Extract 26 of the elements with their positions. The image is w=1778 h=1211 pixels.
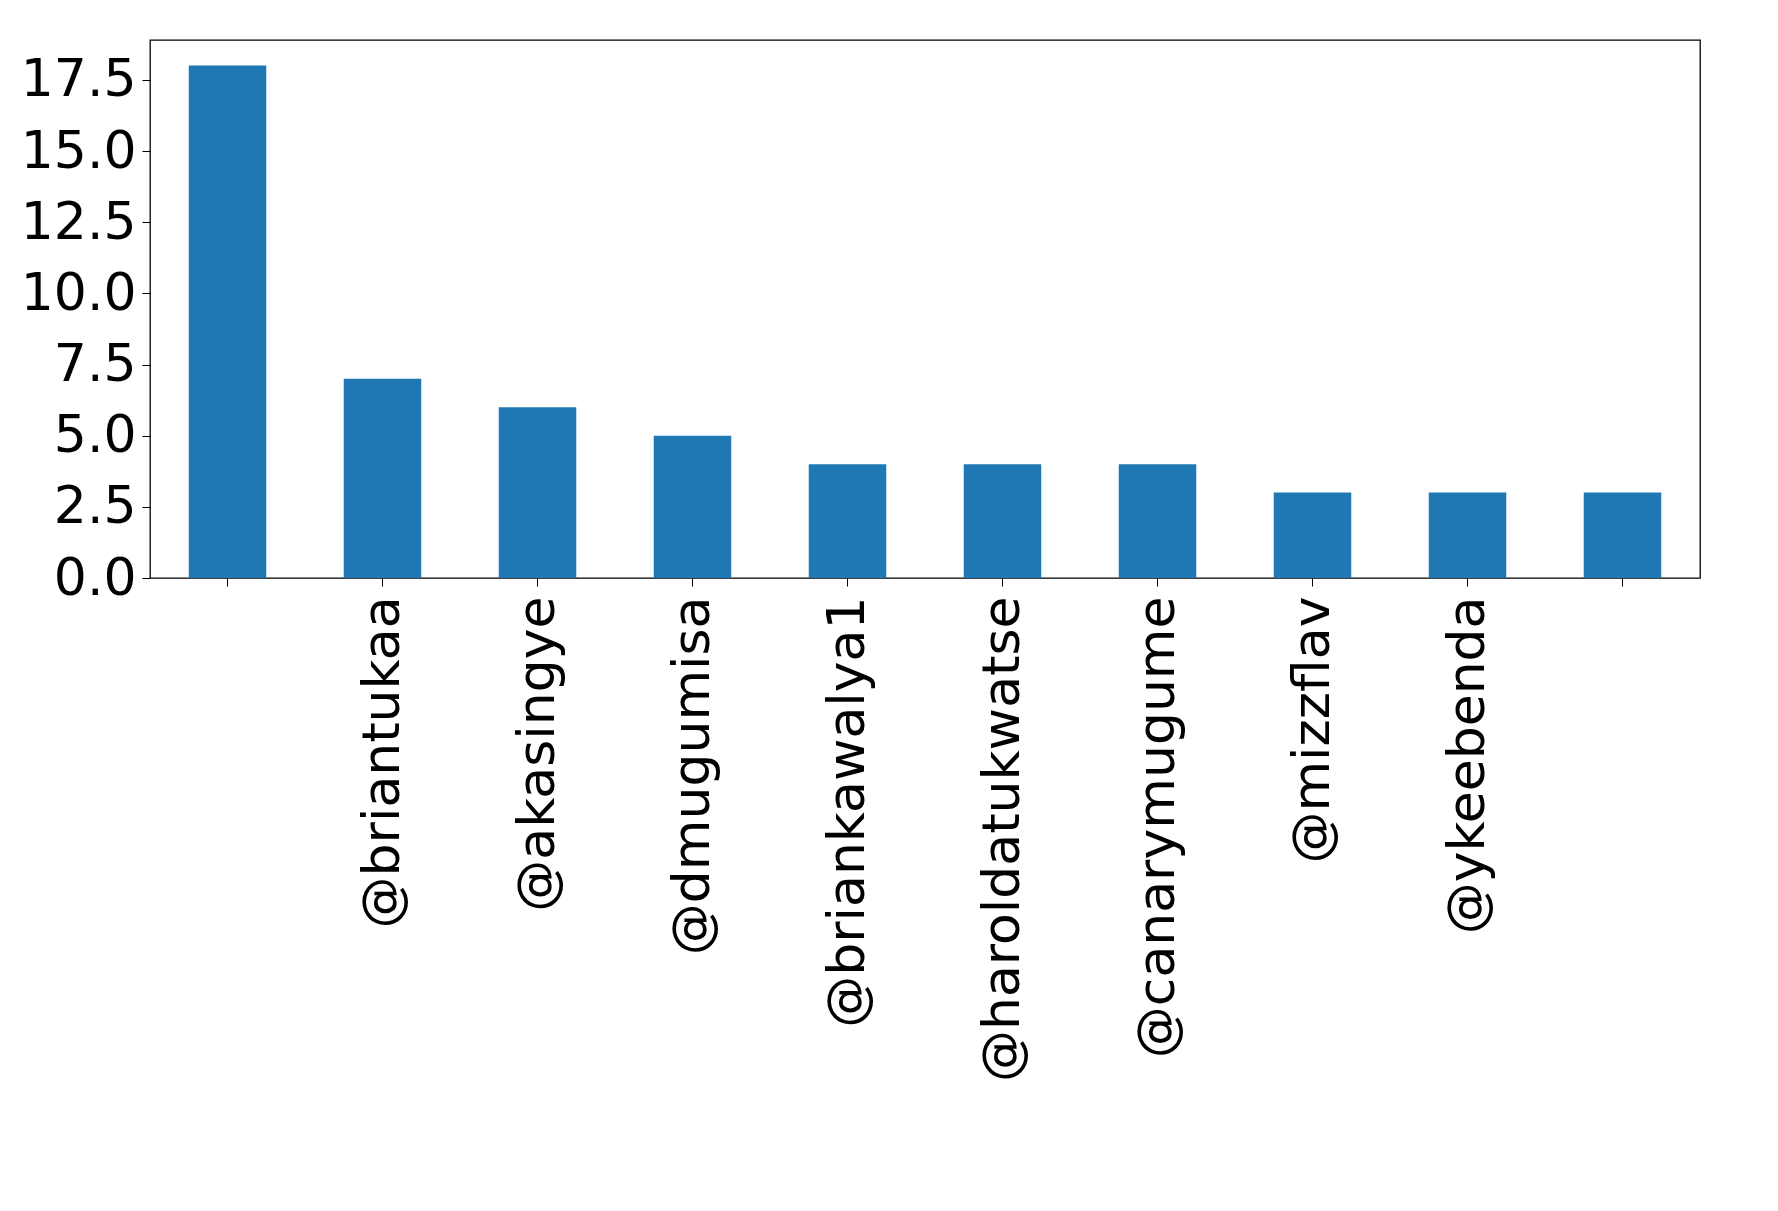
x-tick-label: @ykeebenda — [1435, 596, 1496, 935]
y-tick-label: 7.5 — [53, 333, 137, 394]
bar — [188, 65, 267, 578]
bar — [1273, 492, 1352, 578]
y-tick-label: 0.0 — [53, 546, 137, 607]
x-tick-label: @mizzflav — [1280, 596, 1341, 864]
bar — [808, 464, 887, 578]
y-tick-label: 10.0 — [20, 261, 137, 322]
x-tick-label: @briantukaa — [350, 596, 411, 929]
x-tick-label: @dmugumisa — [660, 596, 721, 956]
y-tick-label: 15.0 — [20, 119, 137, 180]
x-tick-label: @briankawalya1 — [815, 596, 876, 1028]
bar — [1118, 464, 1197, 578]
x-tick-label: @akasingye — [505, 596, 566, 912]
bar — [963, 464, 1042, 578]
bar — [1583, 492, 1662, 578]
bar — [1428, 492, 1507, 578]
y-tick-label: 17.5 — [20, 48, 137, 109]
y-tick-label: 5.0 — [53, 404, 137, 465]
y-tick-label: 12.5 — [20, 190, 137, 251]
x-tick-label: @haroldatukwatse — [970, 596, 1031, 1083]
x-tick-label: @canarymugume — [1125, 596, 1186, 1059]
y-tick-label: 2.5 — [53, 475, 137, 536]
bar — [653, 435, 732, 578]
bar — [498, 407, 577, 578]
bar — [343, 378, 422, 578]
